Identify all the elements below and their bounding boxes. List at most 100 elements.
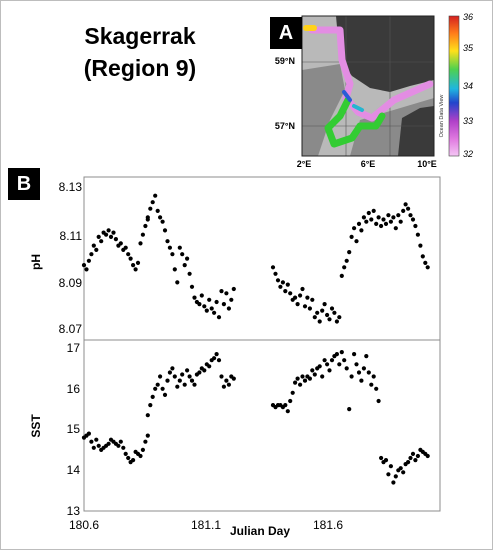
ph-data-point (148, 206, 153, 211)
ph-data-point (347, 250, 352, 255)
sst-data-point (290, 390, 295, 395)
ph-data-point (231, 286, 236, 292)
plot-border (83, 176, 441, 512)
ph-data-point (310, 297, 315, 302)
map-border (301, 15, 435, 157)
ph-data-point (420, 254, 425, 259)
sst-data-point (410, 451, 416, 456)
ph-data-point (135, 260, 141, 265)
sst-data-point (354, 362, 359, 367)
ph-data-point (383, 221, 389, 226)
sst-data-point (295, 376, 300, 381)
ph-tick-label: 8.07 (59, 322, 83, 336)
ph-data-point (187, 271, 192, 276)
sst-data-point (406, 460, 411, 465)
sst-data-point (214, 352, 219, 357)
sst-data-point (216, 358, 222, 363)
sst-data-point (366, 370, 371, 375)
title-line-1: Skagerrak (84, 23, 196, 49)
sst-data-point (187, 374, 192, 379)
sst-data-point (118, 439, 123, 444)
ph-data-point (96, 234, 101, 239)
sst-data-point (359, 378, 364, 383)
sst-data-point (165, 378, 170, 383)
ph-data-point (339, 273, 344, 278)
sst-axis-label: SST (29, 414, 43, 438)
sst-data-point (371, 374, 376, 379)
sst-data-point (177, 378, 182, 383)
ph-data-point (288, 291, 293, 296)
ph-data-point (334, 319, 339, 324)
sst-data-point (356, 370, 362, 375)
sst-data-point (158, 374, 163, 379)
sst-data-point (96, 443, 101, 448)
ph-data-point (128, 256, 133, 261)
ph-data-point (158, 215, 163, 220)
sst-data-point (347, 407, 352, 412)
ph-data-point (403, 202, 408, 207)
ph-data-point (99, 239, 104, 244)
ph-data-point (406, 206, 411, 211)
sst-data-point (379, 455, 384, 461)
ph-data-point (374, 221, 379, 226)
sst-data-point (393, 474, 398, 479)
ph-data-point (361, 215, 366, 220)
sst-data-point (310, 368, 315, 373)
sst-data-point (317, 364, 322, 369)
ph-data-point (280, 280, 285, 285)
sst-data-point (189, 378, 195, 383)
x-axis-label: Julian Day (230, 524, 290, 538)
sst-data-point (226, 382, 231, 387)
lat-label-57: 57°N (275, 121, 295, 131)
sst-data-point (143, 439, 148, 444)
panel-a-badge: A (270, 17, 302, 49)
ph-data-point (204, 308, 209, 313)
sst-data-point (94, 437, 99, 442)
sst-data-point (121, 445, 126, 450)
ph-data-point (145, 215, 150, 220)
ph-data-point (162, 228, 168, 233)
ph-data-point (293, 295, 298, 300)
sst-data-point (352, 352, 357, 357)
ph-data-point (425, 265, 430, 270)
sst-data-point (91, 445, 96, 450)
ph-data-point (344, 258, 349, 263)
sst-data-point (369, 382, 374, 387)
sst-data-point (302, 378, 308, 383)
sst-data-point (145, 413, 150, 418)
ph-data-point (214, 299, 219, 305)
ph-data-point (342, 265, 347, 270)
ph-data-point (153, 193, 158, 198)
sst-data-point (148, 403, 153, 408)
ph-data-point (172, 267, 177, 272)
ph-data-point (229, 297, 234, 302)
sst-data-point (386, 472, 391, 477)
x-tick-label: 181.6 (313, 518, 343, 532)
sst-data-point (131, 458, 136, 463)
sst-data-point (172, 374, 177, 379)
ph-data-point (189, 284, 195, 289)
panel-b-badge: B (8, 168, 40, 200)
ph-data-point (415, 232, 420, 237)
sst-data-point (155, 382, 160, 387)
ph-data-point (275, 278, 281, 283)
ph-data-point (113, 237, 118, 242)
ph-data-point (270, 265, 276, 270)
ph-data-point (199, 293, 204, 298)
ph-data-point (393, 226, 398, 231)
ph-data-point (327, 317, 332, 322)
ph-data-point (317, 319, 322, 324)
sst-data-point (160, 386, 165, 391)
sst-data-point (116, 443, 121, 448)
ph-data-point (177, 245, 182, 250)
ph-data-point (212, 310, 217, 315)
colorbar-tick-33: 33 (463, 116, 473, 126)
ph-data-point (386, 213, 391, 218)
sst-data-point (361, 366, 366, 371)
ph-data-point (315, 310, 320, 315)
sst-data-point (364, 354, 369, 359)
sst-data-point (383, 458, 389, 463)
ph-data-point (94, 247, 99, 252)
